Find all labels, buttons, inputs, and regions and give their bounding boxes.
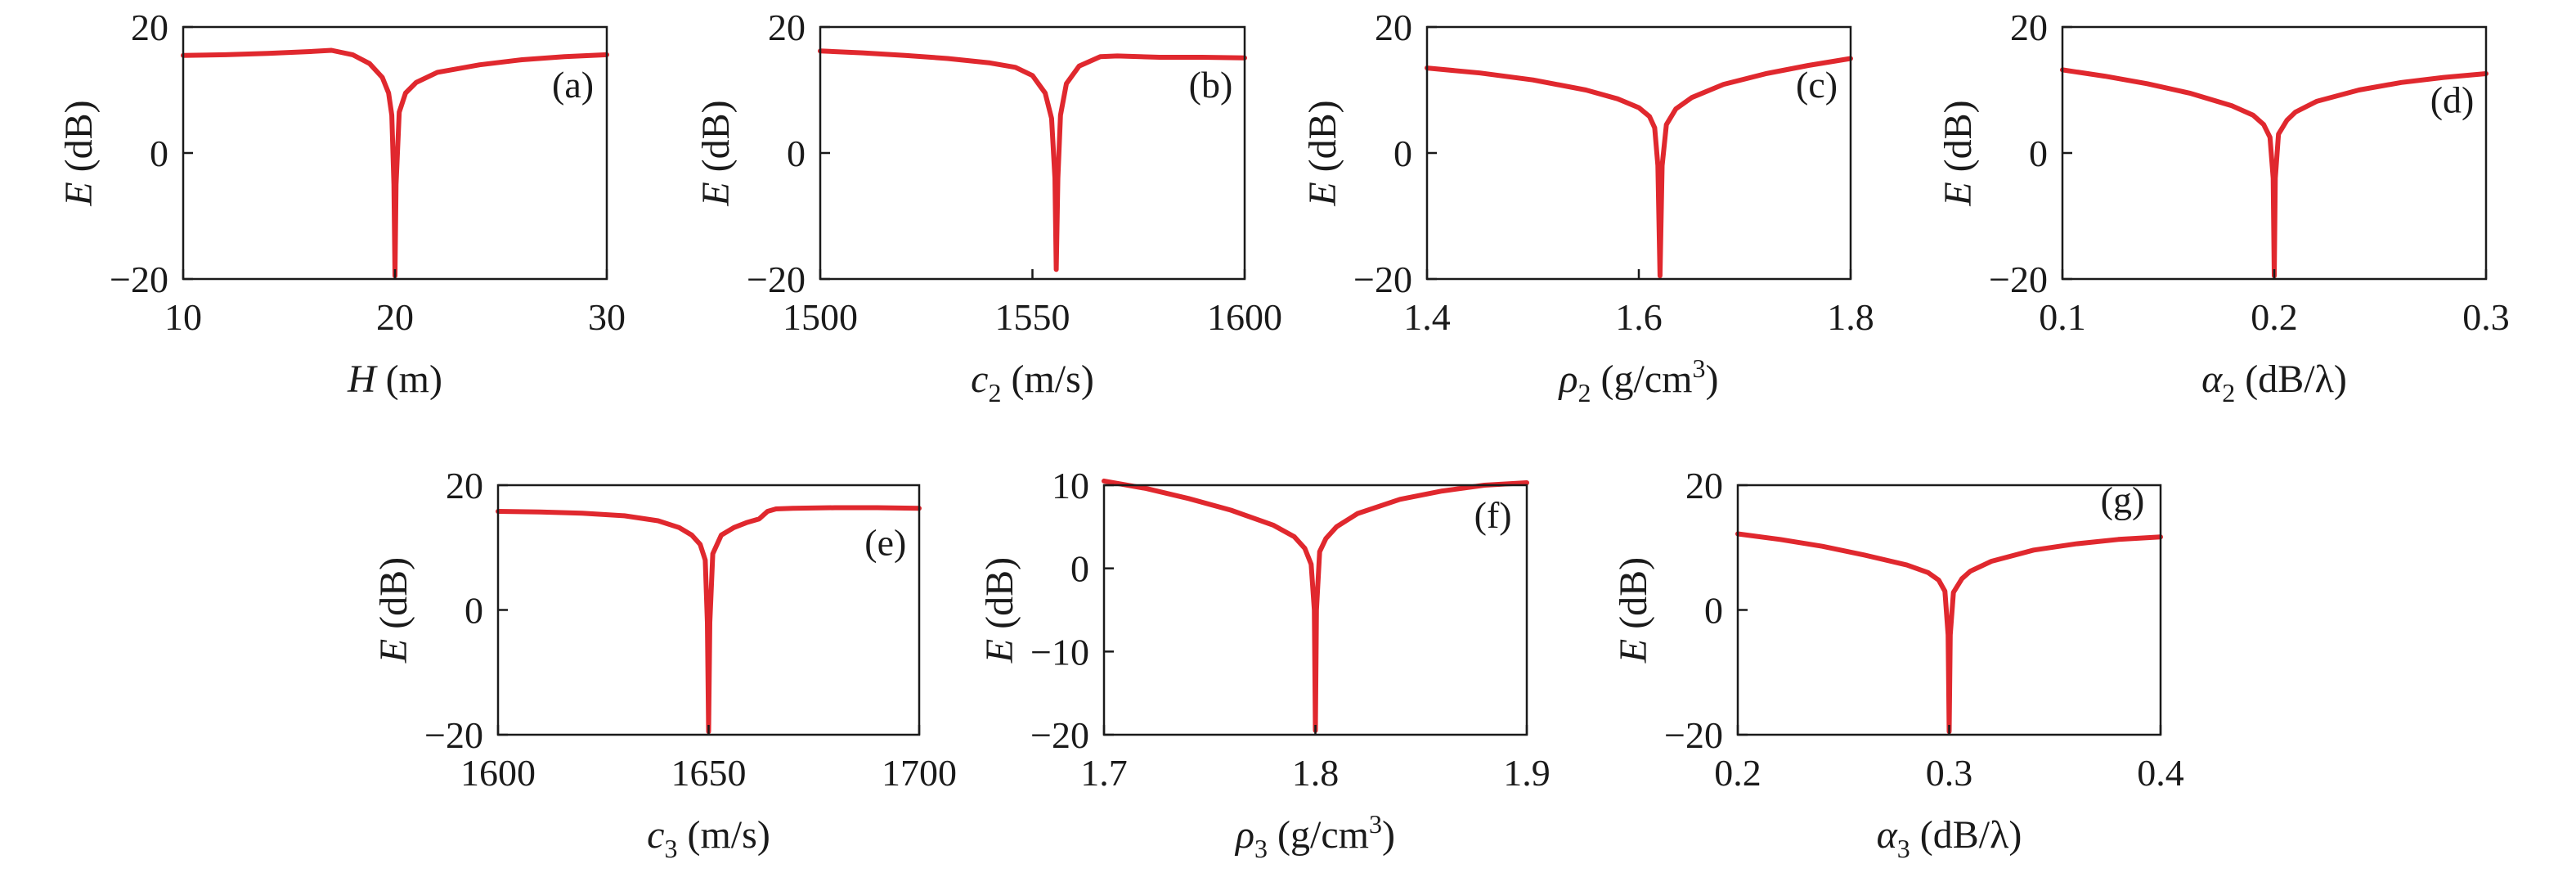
x-tick-label: 1.4 (1403, 296, 1451, 338)
x-tick-label: 1.9 (1503, 752, 1551, 794)
x-axis-title: H (m) (347, 358, 442, 401)
y-axis-title: E (dB) (1301, 100, 1344, 206)
y-tick-label: 20 (131, 7, 168, 48)
y-axis-title: E (dB) (978, 557, 1021, 664)
y-tick-label: −20 (424, 714, 483, 756)
x-tick-label: 1600 (1207, 296, 1282, 338)
panel-label: (e) (864, 521, 906, 563)
series-line (818, 48, 1247, 272)
x-tick-label: 0.4 (2137, 752, 2184, 794)
x-tick-label: 1.7 (1080, 752, 1128, 794)
x-axis-title: ρ3 (g/cm3) (1234, 809, 1395, 863)
chart-panel-d: 0.1 0.2 0.3 −20 0 20 α2 (dB/λ) E (dB) (d) (1936, 7, 2510, 407)
y-axis-title: E (dB) (1612, 557, 1655, 664)
y-tick-label: 0 (1704, 590, 1723, 632)
panel-label: (f) (1474, 494, 1512, 536)
x-tick-label: 0.3 (1926, 752, 1973, 794)
x-tick-label: 10 (164, 296, 202, 338)
plot-frame (819, 25, 1246, 281)
panel-label: (c) (1796, 64, 1838, 106)
x-tick-label: 0.2 (2251, 296, 2298, 338)
y-tick-label: 0 (464, 590, 483, 632)
y-tick-label: −20 (1989, 259, 2048, 300)
y-tick-label: −20 (1353, 259, 1412, 300)
y-tick-label: 10 (1052, 465, 1089, 506)
series-line (1102, 478, 1529, 733)
chart-panel-e: 1600 1650 1700 −20 0 20 c3 (m/s) E (dB) (e) (372, 465, 957, 863)
y-tick-label: 20 (2010, 7, 2048, 48)
series-line (1735, 531, 2163, 735)
x-axis-title: ρ2 (g/cm3) (1558, 353, 1719, 407)
x-tick-label: 0.2 (1714, 752, 1761, 794)
panel-label: (d) (2430, 79, 2475, 121)
x-tick-label: 1600 (460, 752, 536, 794)
chart-panel-b: 1500 1550 1600 −20 0 20 c2 (m/s) E (dB) (b) (694, 7, 1282, 407)
x-axis-title: α3 (dB/λ) (1877, 813, 2022, 863)
y-axis-title: E (dB) (1936, 100, 1980, 206)
y-axis-title: E (dB) (694, 100, 738, 206)
x-tick-label: 30 (588, 296, 626, 338)
x-axis-title: α2 (dB/λ) (2201, 358, 2347, 407)
y-tick-label: 20 (1375, 7, 1412, 48)
x-tick-label: 0.3 (2462, 296, 2510, 338)
x-tick-label: 1650 (671, 752, 747, 794)
y-tick-label: −20 (747, 259, 806, 300)
y-tick-label: 0 (150, 133, 168, 174)
chart-panel-g: 0.2 0.3 0.4 −20 0 20 α3 (dB/λ) E (dB) (g) (1612, 465, 2184, 863)
y-tick-label: 20 (446, 465, 483, 506)
x-axis-title: c3 (m/s) (647, 813, 770, 863)
x-axis-title: c2 (m/s) (971, 358, 1094, 407)
y-tick-label: 0 (1070, 548, 1089, 590)
x-tick-label: 0.1 (2039, 296, 2086, 338)
x-tick-label: 1500 (783, 296, 858, 338)
y-tick-label: 20 (1685, 465, 1723, 506)
y-tick-label: −10 (1030, 631, 1089, 673)
y-axis-title: E (dB) (372, 557, 415, 664)
y-tick-label: −20 (1664, 714, 1723, 756)
series-line (181, 47, 609, 279)
y-tick-label: 0 (787, 133, 806, 174)
x-tick-label: 1.8 (1292, 752, 1340, 794)
x-tick-label: 1.6 (1615, 296, 1663, 338)
panel-label: (a) (552, 64, 594, 106)
y-axis-title: E (dB) (57, 100, 101, 206)
series-line (2060, 67, 2488, 279)
chart-panel-c: 1.4 1.6 1.8 −20 0 20 ρ2 (g/cm3) E (dB) (c) (1301, 7, 1874, 407)
x-tick-label: 1700 (882, 752, 957, 794)
y-tick-label: 0 (2029, 133, 2048, 174)
y-tick-label: 0 (1393, 133, 1412, 174)
chart-panel-a: 10 20 30 −20 0 20 H (m) E (dB) (a) (57, 7, 626, 401)
x-tick-label: 1.8 (1827, 296, 1874, 338)
series-line (1425, 56, 1853, 279)
x-tick-label: 1550 (995, 296, 1070, 338)
panel-label: (g) (2101, 479, 2145, 521)
panel-label: (b) (1189, 64, 1233, 106)
x-tick-label: 20 (376, 296, 414, 338)
y-tick-label: −20 (110, 259, 168, 300)
series-line (496, 505, 922, 735)
chart-panel-f: 1.7 1.8 1.9 −20 −10 0 10 ρ3 (g/cm3) E (dB) (f) (978, 465, 1551, 863)
y-tick-label: −20 (1030, 714, 1089, 756)
plot-frame (1425, 25, 1852, 281)
y-tick-label: 20 (768, 7, 806, 48)
